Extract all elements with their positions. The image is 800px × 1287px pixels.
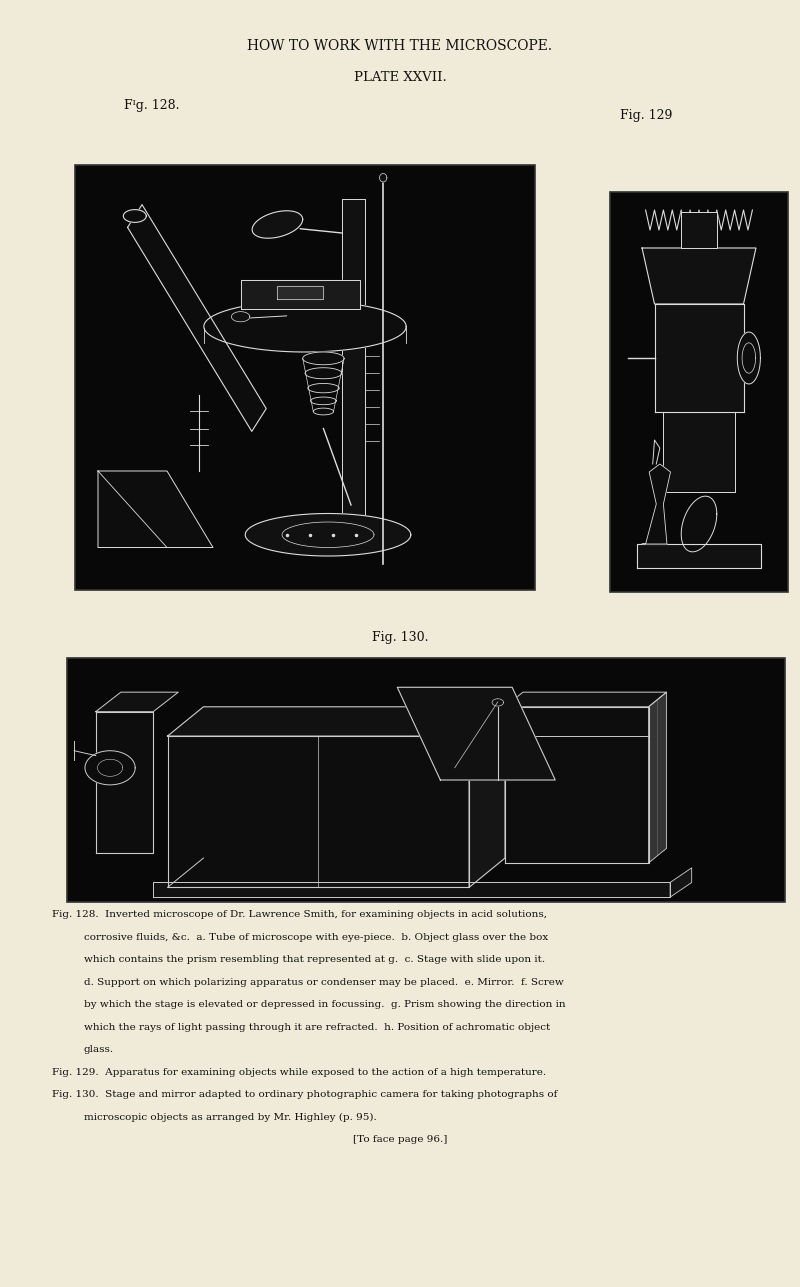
- Text: Fig. 129: Fig. 129: [620, 109, 672, 122]
- Polygon shape: [153, 883, 670, 897]
- Polygon shape: [642, 465, 670, 544]
- Polygon shape: [670, 867, 692, 897]
- Text: which the rays of light passing through it are refracted.  h. Position of achrom: which the rays of light passing through …: [84, 1023, 550, 1032]
- Polygon shape: [98, 471, 213, 547]
- Polygon shape: [85, 750, 135, 785]
- Text: [To face page 96.]: [To face page 96.]: [353, 1135, 447, 1144]
- Polygon shape: [252, 211, 302, 238]
- Text: Fᴵg. 128.: Fᴵg. 128.: [124, 99, 179, 112]
- Bar: [610, 192, 788, 592]
- Polygon shape: [398, 687, 555, 780]
- Polygon shape: [123, 210, 146, 223]
- Polygon shape: [314, 408, 334, 414]
- Polygon shape: [469, 707, 649, 736]
- Bar: [67, 658, 785, 902]
- Polygon shape: [167, 707, 505, 736]
- Polygon shape: [682, 497, 717, 552]
- Text: corrosive fluids, &c.  a. Tube of microscope with eye-piece.  b. Object glass ov: corrosive fluids, &c. a. Tube of microsc…: [84, 933, 548, 942]
- Polygon shape: [204, 301, 406, 353]
- Polygon shape: [310, 398, 336, 404]
- Bar: [75, 165, 535, 589]
- Text: PLATE XXVII.: PLATE XXVII.: [354, 71, 446, 84]
- Text: Fig. 128.  Inverted microscope of Dr. Lawrence Smith, for examining objects in a: Fig. 128. Inverted microscope of Dr. Law…: [52, 910, 547, 919]
- Polygon shape: [469, 707, 505, 887]
- Polygon shape: [505, 707, 649, 864]
- Polygon shape: [492, 699, 503, 707]
- Polygon shape: [654, 304, 743, 412]
- Polygon shape: [738, 332, 761, 384]
- Text: microscopic objects as arranged by Mr. Highley (p. 95).: microscopic objects as arranged by Mr. H…: [84, 1113, 377, 1122]
- Polygon shape: [96, 692, 178, 712]
- Polygon shape: [231, 311, 250, 322]
- Polygon shape: [241, 279, 360, 309]
- Text: Fig. 130.  Stage and mirror adapted to ordinary photographic camera for taking p: Fig. 130. Stage and mirror adapted to or…: [52, 1090, 558, 1099]
- Polygon shape: [505, 692, 666, 707]
- Text: Fig. 129.  Apparatus for examining objects while exposed to the action of a high: Fig. 129. Apparatus for examining object…: [52, 1068, 546, 1077]
- Text: glass.: glass.: [84, 1045, 114, 1054]
- Polygon shape: [649, 692, 666, 864]
- Text: which contains the prism resembling that represented at g.  c. Stage with slide : which contains the prism resembling that…: [84, 955, 545, 964]
- Text: HOW TO WORK WITH THE MICROSCOPE.: HOW TO WORK WITH THE MICROSCOPE.: [247, 40, 553, 53]
- Polygon shape: [302, 353, 344, 364]
- Polygon shape: [246, 514, 411, 556]
- Polygon shape: [379, 174, 387, 181]
- Polygon shape: [96, 712, 153, 853]
- Polygon shape: [127, 205, 266, 431]
- Polygon shape: [637, 544, 762, 568]
- Polygon shape: [642, 248, 756, 304]
- Polygon shape: [342, 199, 365, 526]
- Polygon shape: [681, 212, 717, 248]
- Polygon shape: [305, 368, 342, 378]
- Text: d. Support on which polarizing apparatus or condenser may be placed.  e. Mirror.: d. Support on which polarizing apparatus…: [84, 978, 564, 987]
- Polygon shape: [663, 412, 734, 492]
- Text: Fig. 130.: Fig. 130.: [372, 632, 428, 645]
- Polygon shape: [308, 384, 339, 393]
- Text: by which the stage is elevated or depressed in focussing.  g. Prism showing the : by which the stage is elevated or depres…: [84, 1000, 566, 1009]
- Polygon shape: [278, 286, 323, 299]
- Polygon shape: [204, 301, 406, 353]
- Polygon shape: [167, 736, 469, 887]
